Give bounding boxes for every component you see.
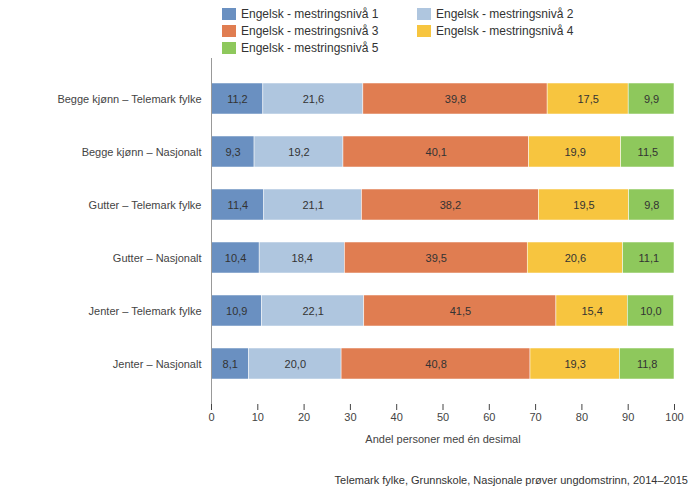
svg-text:Gutter – Telemark fylke: Gutter – Telemark fylke bbox=[89, 199, 202, 211]
svg-text:60: 60 bbox=[483, 411, 495, 423]
svg-text:Jenter – Nasjonalt: Jenter – Nasjonalt bbox=[113, 358, 202, 370]
svg-text:10: 10 bbox=[252, 411, 264, 423]
svg-text:0: 0 bbox=[208, 411, 214, 423]
svg-text:11,2: 11,2 bbox=[227, 93, 248, 105]
svg-text:Jenter – Telemark fylke: Jenter – Telemark fylke bbox=[89, 305, 202, 317]
svg-text:40: 40 bbox=[391, 411, 403, 423]
svg-text:Begge kjønn – Nasjonalt: Begge kjønn – Nasjonalt bbox=[82, 146, 202, 158]
svg-text:Begge kjønn – Telemark fylke: Begge kjønn – Telemark fylke bbox=[57, 93, 201, 105]
svg-text:19,5: 19,5 bbox=[573, 199, 594, 211]
svg-text:19,3: 19,3 bbox=[564, 358, 585, 370]
svg-text:21,1: 21,1 bbox=[302, 199, 323, 211]
svg-text:22,1: 22,1 bbox=[302, 305, 323, 317]
svg-text:15,4: 15,4 bbox=[581, 305, 602, 317]
svg-text:9,8: 9,8 bbox=[644, 199, 659, 211]
svg-text:18,4: 18,4 bbox=[292, 252, 313, 264]
svg-text:70: 70 bbox=[529, 411, 541, 423]
svg-text:40,1: 40,1 bbox=[426, 146, 447, 158]
svg-text:20,6: 20,6 bbox=[565, 252, 586, 264]
svg-text:41,5: 41,5 bbox=[450, 305, 471, 317]
html-text:Engelsk - mestringsnivå 4: Engelsk - mestringsnivå 4 bbox=[436, 24, 574, 38]
svg-text:11,8: 11,8 bbox=[637, 358, 658, 370]
svg-text:Gutter – Nasjonalt: Gutter – Nasjonalt bbox=[113, 252, 202, 264]
svg-text:38,2: 38,2 bbox=[440, 199, 461, 211]
svg-text:17,5: 17,5 bbox=[577, 93, 598, 105]
svg-text:21,6: 21,6 bbox=[303, 93, 324, 105]
html-text:Engelsk - mestringsnivå 2: Engelsk - mestringsnivå 2 bbox=[436, 6, 574, 21]
svg-text:10,0: 10,0 bbox=[640, 305, 661, 317]
svg-text:9,3: 9,3 bbox=[225, 146, 240, 158]
html-text:Telemark fylke, Grunnskole, Na: Telemark fylke, Grunnskole, Nasjonale pr… bbox=[334, 474, 688, 486]
svg-text:40,8: 40,8 bbox=[425, 358, 446, 370]
svg-text:50: 50 bbox=[437, 411, 449, 423]
svg-text:100: 100 bbox=[665, 411, 683, 423]
svg-text:10,9: 10,9 bbox=[226, 305, 247, 317]
svg-text:19,9: 19,9 bbox=[564, 146, 585, 158]
svg-text:39,5: 39,5 bbox=[426, 252, 447, 264]
svg-text:9,9: 9,9 bbox=[644, 93, 659, 105]
svg-text:11,5: 11,5 bbox=[638, 146, 659, 158]
svg-text:90: 90 bbox=[622, 411, 634, 423]
svg-text:20,0: 20,0 bbox=[285, 358, 306, 370]
html-text:Engelsk - mestringsnivå 1: Engelsk - mestringsnivå 1 bbox=[241, 6, 379, 21]
svg-text:Andel personer med én desimal: Andel personer med én desimal bbox=[365, 433, 520, 445]
svg-text:80: 80 bbox=[576, 411, 588, 423]
svg-text:10,4: 10,4 bbox=[225, 252, 246, 264]
svg-text:20: 20 bbox=[298, 411, 310, 423]
svg-text:19,2: 19,2 bbox=[288, 146, 309, 158]
svg-text:11,1: 11,1 bbox=[639, 252, 660, 264]
svg-text:30: 30 bbox=[344, 411, 356, 423]
svg-text:11,4: 11,4 bbox=[228, 199, 249, 211]
html-text:Engelsk - mestringsnivå 5: Engelsk - mestringsnivå 5 bbox=[241, 41, 379, 56]
html-text:Engelsk - mestringsnivå 3: Engelsk - mestringsnivå 3 bbox=[241, 24, 379, 38]
svg-text:8,1: 8,1 bbox=[223, 358, 238, 370]
svg-text:39,8: 39,8 bbox=[445, 93, 466, 105]
